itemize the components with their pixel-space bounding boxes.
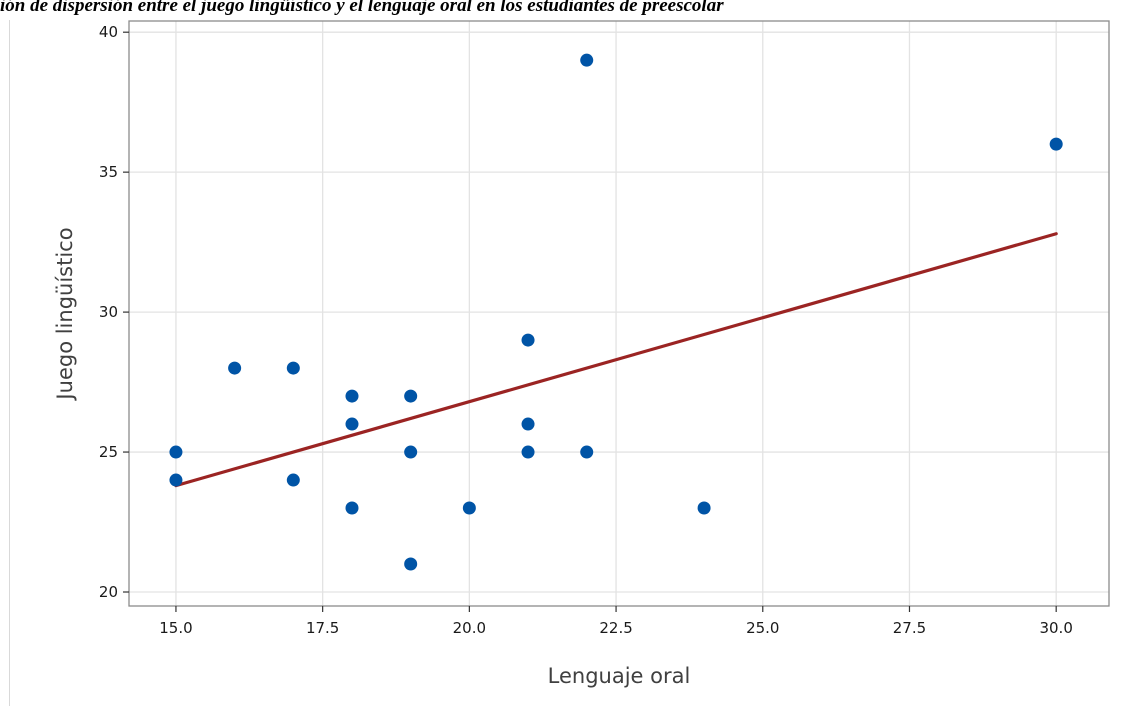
figure-caption: ión de dispersión entre el juego lingüís… (0, 0, 724, 16)
data-point (521, 445, 535, 459)
data-point (169, 445, 183, 459)
data-point (404, 389, 418, 403)
y-tick-label: 40 (99, 23, 118, 41)
plot-frame (128, 20, 1110, 607)
x-tick-label: 25.0 (746, 619, 779, 637)
data-point (521, 417, 535, 431)
x-tick-label: 30.0 (1039, 619, 1072, 637)
data-point (169, 473, 183, 487)
data-point (286, 473, 300, 487)
data-point (462, 501, 476, 515)
data-point (697, 501, 711, 515)
data-point (228, 361, 242, 375)
data-point (404, 445, 418, 459)
page-margin-rule (9, 20, 10, 706)
x-tick-label: 22.5 (599, 619, 632, 637)
data-point (345, 389, 359, 403)
gridlines (129, 21, 1109, 606)
data-point (1049, 137, 1063, 151)
data-point (580, 53, 594, 67)
y-tick-label: 20 (99, 583, 118, 601)
x-axis-title: Lenguaje oral (548, 664, 691, 688)
regression-line (174, 232, 1058, 488)
x-tick-label: 27.5 (893, 619, 926, 637)
data-point (521, 333, 535, 347)
data-point (286, 361, 300, 375)
y-axis-ticks: 20 25 30 35 40 (99, 23, 129, 601)
y-tick-label: 25 (99, 443, 118, 461)
x-tick-label: 17.5 (306, 619, 339, 637)
y-tick-label: 35 (99, 163, 118, 181)
data-point (404, 557, 418, 571)
y-axis-title: Juego lingüístico (53, 227, 77, 401)
x-tick-label: 20.0 (453, 619, 486, 637)
x-tick-label: 15.0 (159, 619, 192, 637)
regression-line-group (174, 232, 1058, 488)
y-tick-label: 30 (99, 303, 118, 321)
data-points (169, 53, 1063, 571)
data-point (345, 417, 359, 431)
x-axis-ticks: 15.0 17.5 20.0 22.5 25.0 27.5 30.0 (159, 606, 1073, 637)
data-point (580, 445, 594, 459)
data-point (345, 501, 359, 515)
